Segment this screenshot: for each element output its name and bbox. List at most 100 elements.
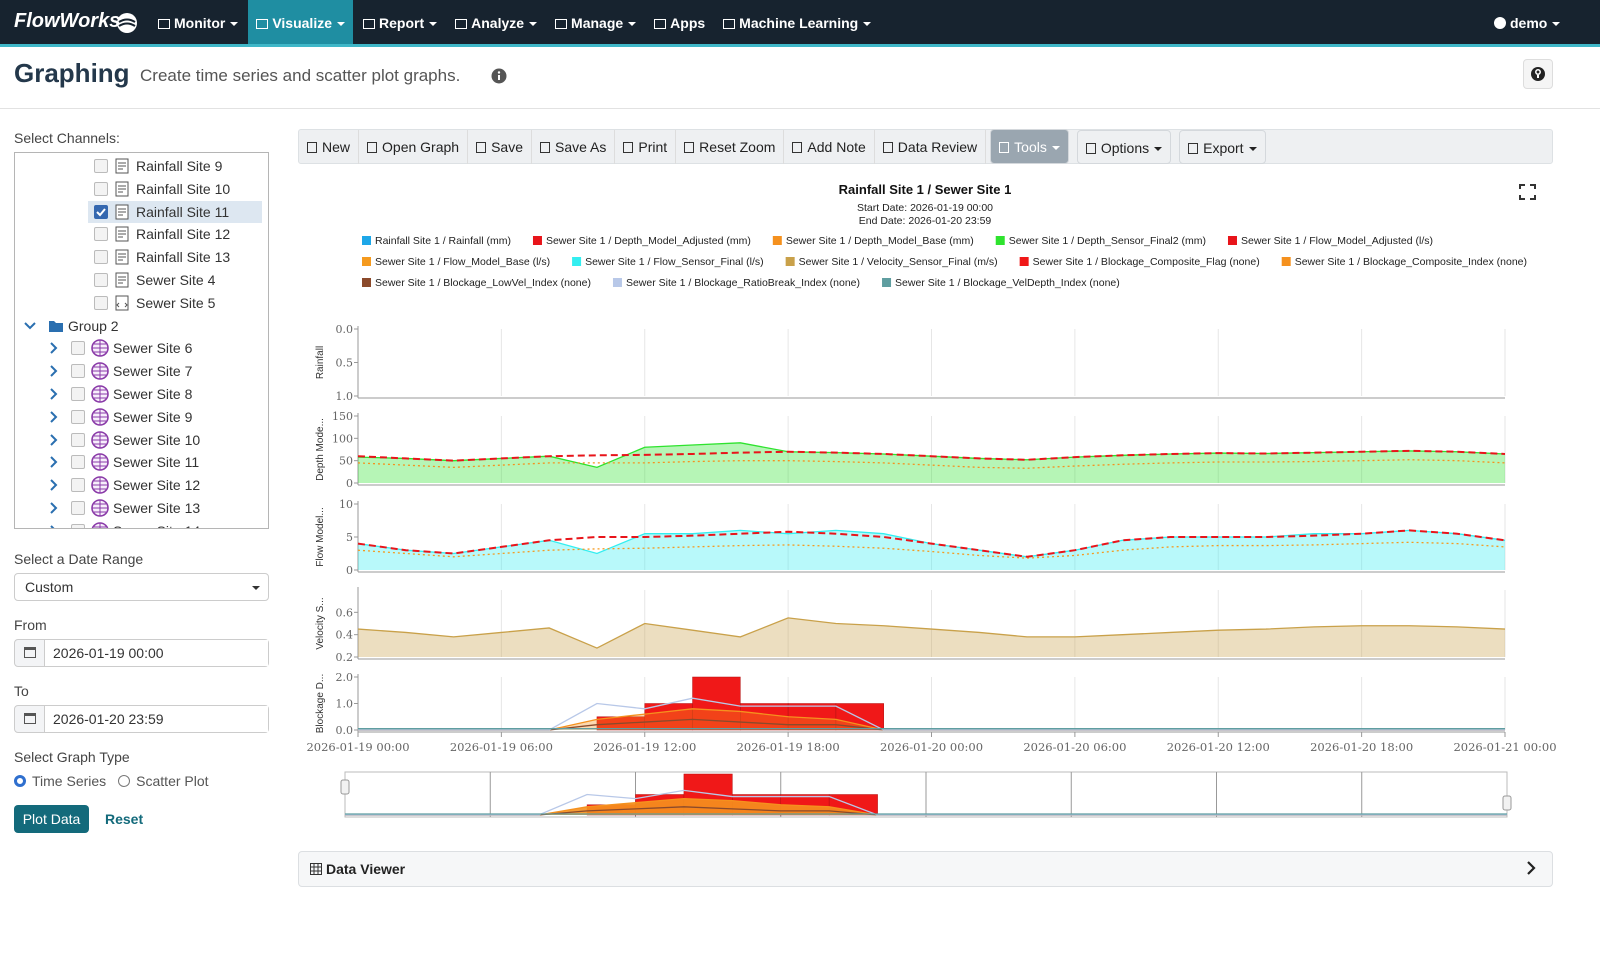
checkbox[interactable] (71, 387, 85, 401)
legend-item[interactable]: Sewer Site 1 / Flow_Model_Adjusted (l/s) (1227, 235, 1433, 247)
radio (118, 775, 131, 787)
radio-option[interactable]: Scatter Plot (118, 773, 209, 789)
checkbox[interactable] (71, 478, 85, 493)
checkbox[interactable] (94, 227, 108, 242)
help-button[interactable] (1523, 59, 1553, 89)
date-range-select[interactable]: Custom (14, 573, 269, 601)
checkbox[interactable] (94, 273, 108, 287)
legend-item[interactable]: Sewer Site 1 / Flow_Sensor_Final (l/s) (572, 256, 764, 268)
tree-row[interactable]: Rainfall Site 12 (15, 223, 268, 245)
toolbar-button[interactable]: Save (468, 130, 532, 164)
group-label: Group 2 (68, 317, 119, 334)
y-tick-label: 0.5 (336, 357, 354, 370)
legend-item[interactable]: Sewer Site 1 / Depth_Model_Adjusted (mm) (532, 235, 751, 247)
checkbox[interactable] (94, 181, 108, 196)
checkbox[interactable] (71, 341, 85, 356)
data-viewer-panel[interactable]: Data Viewer (298, 851, 1553, 887)
checkbox[interactable] (71, 455, 85, 470)
nav-item[interactable]: Manage (547, 0, 644, 44)
nav-item[interactable]: Report (355, 0, 445, 44)
toolbar-button[interactable]: New (299, 130, 360, 164)
x-tick-label: 2026-01-20 00:00 (880, 740, 983, 754)
tree-row[interactable]: Rainfall Site 11 (15, 200, 268, 223)
tree-row[interactable]: Sewer Site 4 (15, 269, 268, 291)
legend-swatch (612, 278, 622, 287)
user-menu[interactable]: demo (1486, 0, 1568, 44)
nav-item[interactable]: Apps (646, 0, 713, 44)
tree-row[interactable]: Sewer Site 6 (15, 337, 268, 359)
checkbox[interactable] (71, 432, 85, 447)
toolbar-button[interactable]: Add Note (784, 130, 875, 164)
tree-row[interactable]: Rainfall Site 13 (15, 246, 268, 268)
plot-button[interactable]: Plot Data (14, 805, 89, 833)
tree-row[interactable]: Sewer Site 8 (15, 383, 268, 405)
tree-row[interactable]: Sewer Site 10 (15, 429, 268, 451)
toolbar-button[interactable]: Print (615, 130, 677, 164)
toolbar-button[interactable]: Data Review (875, 130, 987, 164)
checkbox[interactable] (94, 250, 108, 265)
nav-item[interactable]: Monitor (150, 0, 246, 44)
tree-row[interactable]: Rainfall Site 9 (15, 155, 268, 177)
legend-item[interactable]: Sewer Site 1 / Blockage_Composite_Flag (… (1019, 256, 1260, 268)
y-axis-label: Flow Model... (315, 507, 326, 566)
legend-item[interactable]: Sewer Site 1 / Blockage_VelDepth_Index (… (882, 277, 1120, 289)
expand-chevron (50, 456, 58, 469)
expand-icon (1527, 861, 1536, 875)
brand[interactable]: FlowWorks (14, 10, 121, 32)
from-input[interactable]: 2026-01-19 00:00 (14, 639, 269, 667)
tree-row[interactable]: Rainfall Site 10 (15, 178, 268, 200)
navigator-handle[interactable] (340, 779, 350, 795)
legend-item[interactable]: Sewer Site 1 / Depth_Model_Base (mm) (772, 235, 974, 247)
checkbox[interactable] (71, 523, 85, 528)
nav-item[interactable]: Analyze (447, 0, 545, 44)
checkbox[interactable] (94, 204, 108, 219)
toolbar: New Open Graph Save Save As Print Reset Zoom A… (298, 129, 1553, 164)
tree-row[interactable]: Sewer Site 13 (15, 497, 268, 519)
channel-label: Sewer Site 11 (113, 454, 200, 471)
navigator-handle[interactable] (1502, 795, 1512, 811)
legend-item[interactable]: Sewer Site 1 / Blockage_LowVel_Index (no… (362, 277, 591, 289)
channel-icon (115, 295, 129, 311)
nav-item[interactable]: Visualize (248, 0, 353, 44)
toolbar-button[interactable]: Open Graph (359, 130, 469, 164)
toolbar-button[interactable]: Reset Zoom (676, 130, 785, 164)
nav-item[interactable]: Machine Learning (715, 0, 879, 44)
checkbox[interactable] (71, 364, 85, 379)
legend-item[interactable]: Sewer Site 1 / Blockage_Composite_Index … (1281, 256, 1527, 268)
legend-item[interactable]: Sewer Site 1 / Blockage_RatioBreak_Index… (612, 277, 860, 289)
tree-row[interactable]: Sewer Site 11 (15, 451, 268, 473)
tree-row[interactable]: Sewer Site 7 (15, 360, 268, 382)
legend-item[interactable]: Sewer Site 1 / Flow_Model_Base (l/s) (362, 256, 550, 268)
toolbar-button[interactable]: Options (1076, 130, 1172, 164)
tree-row[interactable]: Sewer Site 14 (15, 520, 268, 528)
legend-item[interactable]: Sewer Site 1 / Depth_Sensor_Final2 (mm) (995, 235, 1206, 247)
button-icon (476, 142, 487, 153)
radio-option[interactable]: Time Series (14, 773, 106, 789)
fullscreen-icon[interactable] (1519, 184, 1536, 200)
legend-item[interactable]: Rainfall Site 1 / Rainfall (mm) (362, 235, 511, 247)
expand-chevron (50, 433, 58, 446)
tree-row[interactable]: Sewer Site 12 (15, 474, 268, 496)
tree-row[interactable]: Sewer Site 9 (15, 406, 268, 428)
tree-row[interactable]: Sewer Site 5 (15, 292, 268, 314)
nav-icon (363, 19, 375, 29)
icon-body (115, 295, 129, 311)
toolbar-button[interactable]: Export (1179, 130, 1266, 164)
toolbar-button[interactable]: Save As (532, 130, 616, 164)
checkbox[interactable] (71, 409, 85, 424)
to-input[interactable]: 2026-01-20 23:59 (14, 705, 269, 733)
area-fill (358, 530, 1505, 570)
reset-link[interactable]: Reset (105, 811, 144, 827)
info-icon[interactable] (491, 68, 507, 84)
chart-subtitle: Start Date: 2026-01-19 00:00 (857, 202, 993, 214)
checkbox[interactable] (94, 159, 108, 173)
group-row[interactable]: Group 2 (15, 315, 268, 337)
x-tick-label: 2026-01-21 00:00 (1453, 740, 1556, 754)
button-icon (999, 142, 1010, 153)
legend-item[interactable]: Sewer Site 1 / Velocity_Sensor_Final (m/… (785, 256, 998, 268)
toolbar-button[interactable]: Tools (990, 129, 1069, 164)
checkbox[interactable] (71, 501, 85, 515)
y-tick-label: 10 (339, 498, 353, 511)
checkbox[interactable] (94, 295, 108, 310)
